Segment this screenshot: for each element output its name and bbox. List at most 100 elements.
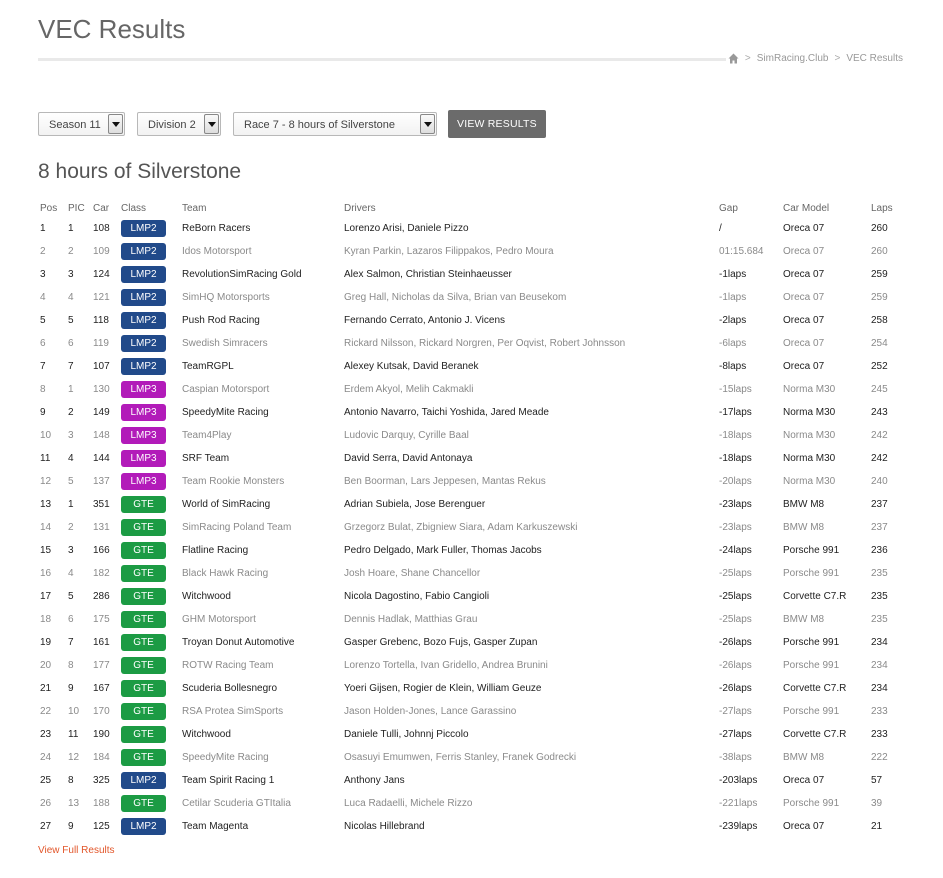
cell-class: GTE bbox=[121, 585, 182, 608]
cell-team: Caspian Motorsport bbox=[182, 384, 270, 395]
cell-pic: 4 bbox=[68, 453, 74, 464]
cell-gap: -27laps bbox=[719, 706, 752, 717]
chevron-down-icon[interactable] bbox=[420, 114, 435, 134]
cell-team: ReBorn Racers bbox=[182, 223, 251, 234]
cell-car: 182 bbox=[93, 568, 110, 579]
cell-team: Swedish Simracers bbox=[182, 338, 268, 349]
cell-pos: 16 bbox=[40, 568, 52, 579]
class-badge: LMP3 bbox=[121, 473, 166, 490]
cell-laps: 235 bbox=[871, 568, 888, 579]
cell-pic: 1 bbox=[68, 384, 74, 395]
cell-pic: 4 bbox=[68, 292, 74, 303]
cell-drivers: Greg Hall, Nicholas da Silva, Brian van … bbox=[344, 292, 567, 303]
cell-car: 149 bbox=[93, 407, 110, 418]
cell-team: GHM Motorsport bbox=[182, 614, 256, 625]
class-badge: GTE bbox=[121, 565, 166, 582]
cell-pic: 2 bbox=[68, 407, 74, 418]
cell-car-model: Oreca 07 bbox=[783, 223, 825, 234]
home-icon[interactable] bbox=[728, 53, 739, 64]
table-row: 18 6 175 GTE GHM Motorsport Dennis Hadlak, Ma… bbox=[35, 608, 911, 631]
cell-drivers: Pedro Delgado, Mark Fuller, Thomas Jacob… bbox=[344, 545, 542, 556]
table-row: 13 1 351 GTE World of SimRacing Adrian Subiel… bbox=[35, 493, 911, 516]
class-badge: GTE bbox=[121, 795, 166, 812]
breadcrumb-separator: > bbox=[744, 53, 751, 64]
cell-class: LMP2 bbox=[121, 217, 182, 240]
cell-drivers: Grzegorz Bulat, Zbigniew Siara, Adam Kar… bbox=[344, 522, 578, 533]
cell-team: Team Spirit Racing 1 bbox=[182, 775, 275, 786]
cell-class: GTE bbox=[121, 516, 182, 539]
cell-pos: 6 bbox=[40, 338, 46, 349]
cell-class: LMP2 bbox=[121, 240, 182, 263]
cell-car-model: BMW M8 bbox=[783, 752, 825, 763]
cell-pos: 17 bbox=[40, 591, 52, 602]
cell-car: 175 bbox=[93, 614, 110, 625]
cell-pic: 3 bbox=[68, 430, 74, 441]
cell-team: ROTW Racing Team bbox=[182, 660, 274, 671]
cell-laps: 260 bbox=[871, 246, 888, 257]
breadcrumb-link-simracing-club[interactable]: SimRacing.Club bbox=[756, 53, 829, 64]
cell-laps: 259 bbox=[871, 292, 888, 303]
table-row: 1 1 108 LMP2 ReBorn Racers Lorenzo Arisi, Dan… bbox=[35, 217, 911, 240]
table-row: 20 8 177 GTE ROTW Racing Team Lorenzo Tortell… bbox=[35, 654, 911, 677]
cell-class: LMP3 bbox=[121, 447, 182, 470]
cell-pos: 4 bbox=[40, 292, 46, 303]
cell-laps: 258 bbox=[871, 315, 888, 326]
cell-pic: 8 bbox=[68, 775, 74, 786]
view-results-button[interactable]: VIEW RESULTS bbox=[448, 110, 546, 138]
cell-car: 109 bbox=[93, 246, 110, 257]
cell-car: 119 bbox=[93, 338, 109, 349]
view-full-results-link[interactable]: View Full Results bbox=[38, 845, 115, 856]
division-select[interactable]: Division 2 bbox=[137, 112, 221, 136]
cell-pos: 1 bbox=[40, 223, 46, 234]
class-badge: LMP2 bbox=[121, 818, 166, 835]
cell-class: GTE bbox=[121, 608, 182, 631]
cell-pos: 12 bbox=[40, 476, 52, 487]
cell-pos: 19 bbox=[40, 637, 52, 648]
column-header-laps: Laps bbox=[871, 203, 893, 214]
season-select[interactable]: Season 11 bbox=[38, 112, 125, 136]
cell-pos: 15 bbox=[40, 545, 52, 556]
cell-class: LMP2 bbox=[121, 332, 182, 355]
table-row: 19 7 161 GTE Troyan Donut Automotive Gasper G… bbox=[35, 631, 911, 654]
cell-car: 286 bbox=[93, 591, 110, 602]
class-badge: LMP2 bbox=[121, 243, 166, 260]
cell-pic: 4 bbox=[68, 568, 74, 579]
cell-pic: 6 bbox=[68, 338, 74, 349]
cell-gap: -6laps bbox=[719, 338, 747, 349]
cell-pic: 11 bbox=[68, 729, 79, 740]
race-select[interactable]: Race 7 - 8 hours of Silverstone bbox=[233, 112, 437, 136]
cell-team: Black Hawk Racing bbox=[182, 568, 269, 579]
cell-drivers: Erdem Akyol, Melih Cakmakli bbox=[344, 384, 474, 395]
results-table: Pos PIC Car Class Team Drivers Gap Car M… bbox=[35, 200, 911, 838]
cell-gap: -203laps bbox=[719, 775, 758, 786]
cell-gap: -2laps bbox=[719, 315, 747, 326]
cell-drivers: Dennis Hadlak, Matthias Grau bbox=[344, 614, 478, 625]
cell-gap: -18laps bbox=[719, 453, 752, 464]
cell-drivers: Nicola Dagostino, Fabio Cangioli bbox=[344, 591, 490, 602]
cell-laps: 260 bbox=[871, 223, 888, 234]
cell-drivers: Adrian Subiela, Jose Berenguer bbox=[344, 499, 486, 510]
title-divider bbox=[38, 58, 726, 61]
cell-drivers: Jason Holden-Jones, Lance Garassino bbox=[344, 706, 517, 717]
chevron-down-icon[interactable] bbox=[108, 114, 123, 134]
cell-laps: 245 bbox=[871, 384, 888, 395]
cell-class: LMP3 bbox=[121, 401, 182, 424]
cell-team: Push Rod Racing bbox=[182, 315, 260, 326]
cell-pos: 24 bbox=[40, 752, 52, 763]
cell-laps: 21 bbox=[871, 821, 883, 832]
cell-drivers: Daniele Tulli, Johnnj Piccolo bbox=[344, 729, 469, 740]
column-header-gap: Gap bbox=[719, 203, 738, 214]
table-row: 12 5 137 LMP3 Team Rookie Monsters Ben Boorma… bbox=[35, 470, 911, 493]
class-badge: GTE bbox=[121, 588, 166, 605]
cell-class: GTE bbox=[121, 746, 182, 769]
cell-laps: 234 bbox=[871, 637, 888, 648]
cell-laps: 242 bbox=[871, 453, 888, 464]
class-badge: LMP3 bbox=[121, 427, 166, 444]
cell-laps: 243 bbox=[871, 407, 888, 418]
cell-car-model: Norma M30 bbox=[783, 384, 836, 395]
chevron-down-icon[interactable] bbox=[204, 114, 219, 134]
cell-class: GTE bbox=[121, 723, 182, 746]
cell-team: Cetilar Scuderia GTItalia bbox=[182, 798, 291, 809]
cell-pic: 10 bbox=[68, 706, 80, 717]
cell-car: 166 bbox=[93, 545, 110, 556]
